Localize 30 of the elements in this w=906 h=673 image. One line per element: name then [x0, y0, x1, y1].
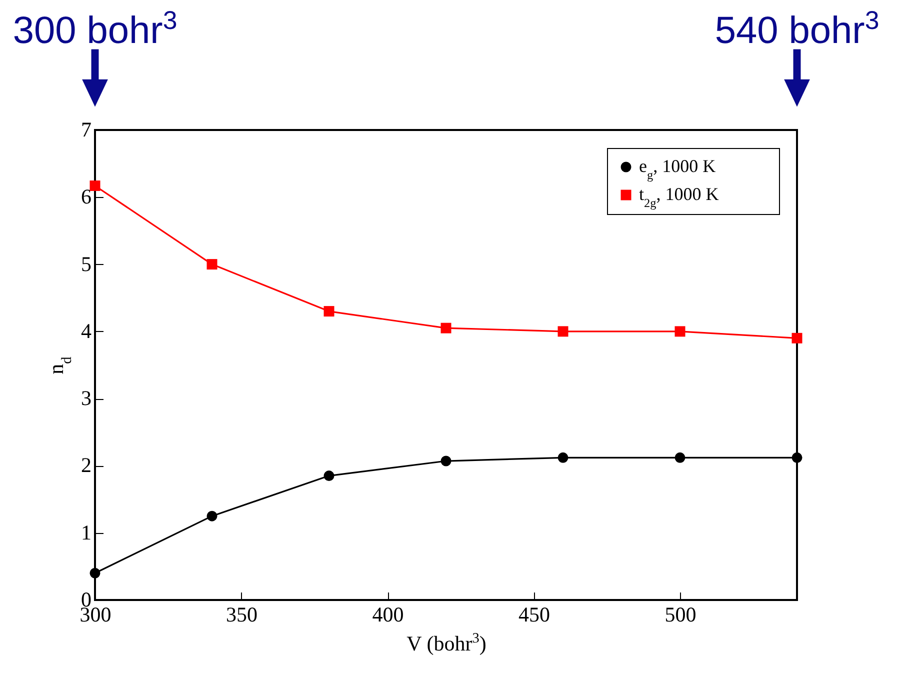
- point: [440, 322, 452, 334]
- point: [558, 452, 568, 463]
- y-tick-label: 5: [81, 252, 92, 276]
- point: [324, 470, 334, 482]
- point: [90, 568, 100, 578]
- y-tick-label: 4: [81, 318, 92, 343]
- text: 540 bohr$^{3}$: [714, 7, 880, 52]
- legend-label: e$_{g}$, 1000 K: [639, 156, 716, 182]
- x-tick-label: 350: [226, 602, 258, 626]
- x-tick-label: 450: [518, 602, 550, 626]
- point: [674, 326, 686, 337]
- x-axis-title: V (bohr$^{3}$): [406, 630, 486, 656]
- text: 300 bohr$^{3}$: [12, 7, 178, 52]
- y-tick-label: 6: [81, 184, 92, 209]
- x-tick-label: 400: [372, 602, 404, 626]
- point: [206, 259, 218, 270]
- y-tick-label: 7: [81, 118, 92, 142]
- point: [674, 452, 686, 463]
- point: [558, 326, 568, 337]
- y-tick-label: 2: [81, 453, 92, 478]
- x-tick-label: 500: [664, 602, 696, 626]
- point: [792, 332, 802, 344]
- y-tick-label: 1: [81, 520, 92, 544]
- point: [206, 510, 218, 522]
- y-tick-label: 3: [81, 386, 92, 410]
- point: [90, 180, 100, 191]
- point: [792, 452, 802, 463]
- point: [324, 306, 334, 317]
- point: [440, 456, 452, 466]
- legend-label: t$_{2g}$, 1000 K: [639, 184, 719, 210]
